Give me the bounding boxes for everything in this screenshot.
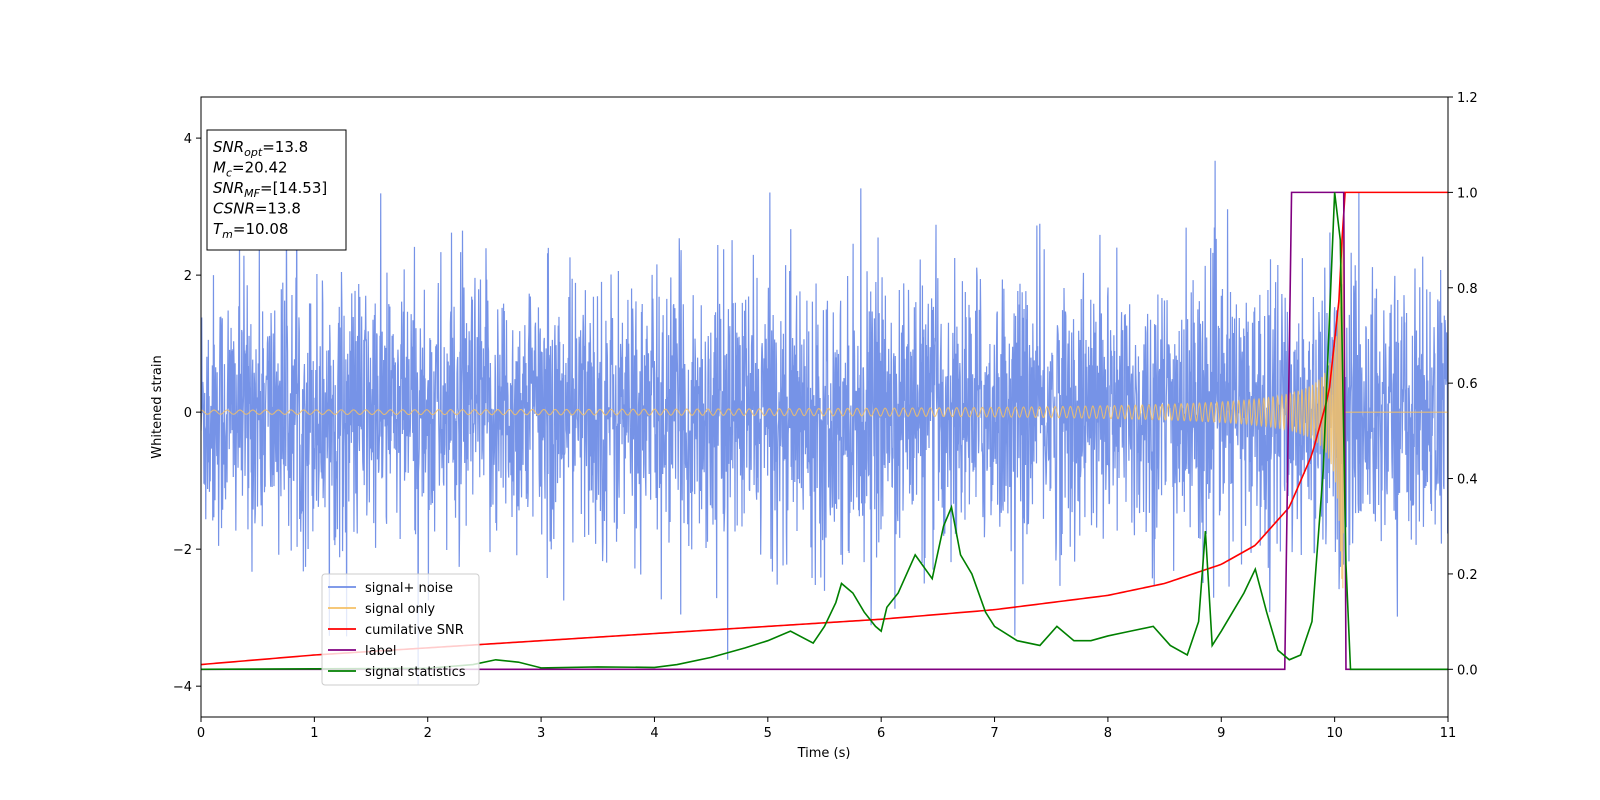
legend-label: signal+ noise <box>365 581 453 596</box>
y-right-tick-label: 0.2 <box>1457 568 1478 583</box>
x-tick-label: 3 <box>537 726 545 741</box>
x-tick-label: 6 <box>877 726 885 741</box>
x-tick-label: 1 <box>310 726 318 741</box>
series-label <box>201 191 1448 671</box>
y-right-tick-label: 0.8 <box>1457 282 1478 297</box>
x-axis-label: Time (s) <box>797 746 851 761</box>
y-left-tick-label: 4 <box>184 132 192 147</box>
x-tick-label: 9 <box>1217 726 1225 741</box>
legend-label: label <box>365 644 396 659</box>
y-right-tick-label: 1.0 <box>1457 186 1478 201</box>
info-box-frame <box>206 129 347 251</box>
axis-ticks: 0 1 2 3 4 5 6 7 8 9 10 11 −4 −2 0 2 4 0.0 0.2 0.4 0.6 0.8 1.0 1… <box>173 91 1478 741</box>
info-line: SNRopt=13.8 <box>213 138 308 159</box>
x-tick-label: 8 <box>1104 726 1112 741</box>
x-tick-label: 2 <box>424 726 432 741</box>
x-tick-label: 7 <box>990 726 998 741</box>
axes-frame <box>200 96 1449 718</box>
x-tick-label: 5 <box>764 726 772 741</box>
y-right-tick-label: 0.6 <box>1457 377 1478 392</box>
legend-label: signal only <box>365 602 435 617</box>
info-line: Tm=10.08 <box>213 220 288 241</box>
y-right-tick-label: 0.0 <box>1457 663 1478 678</box>
legend-label: cumilative SNR <box>365 623 464 638</box>
x-tick-label: 11 <box>1440 726 1457 741</box>
y-right-tick-label: 1.2 <box>1457 91 1478 106</box>
legend-label: signal statistics <box>365 665 466 680</box>
legend: signal+ noise signal only cumilative SNR la… <box>321 573 480 686</box>
y-axis-label: Whitened strain <box>150 355 165 458</box>
y-left-tick-label: 0 <box>184 406 192 421</box>
info-line: Mc=20.42 <box>213 159 288 180</box>
legend-frame <box>321 573 480 686</box>
x-tick-label: 10 <box>1326 726 1343 741</box>
info-box: SNRopt=13.8Mc=20.42SNRMF=[14.53]CSNR=13.… <box>206 129 347 251</box>
y-left-tick-label: 2 <box>184 269 192 284</box>
x-tick-label: 4 <box>650 726 658 741</box>
y-right-tick-label: 0.4 <box>1457 473 1478 488</box>
y-left-tick-label: −2 <box>173 543 192 558</box>
series-signal-statistics <box>201 192 1448 671</box>
info-line: SNRMF=[14.53] <box>213 179 327 200</box>
info-line: CSNR=13.8 <box>213 200 301 218</box>
y-left-tick-label: −4 <box>173 680 192 695</box>
series-signal-only <box>201 235 1448 589</box>
x-tick-label: 0 <box>197 726 205 741</box>
